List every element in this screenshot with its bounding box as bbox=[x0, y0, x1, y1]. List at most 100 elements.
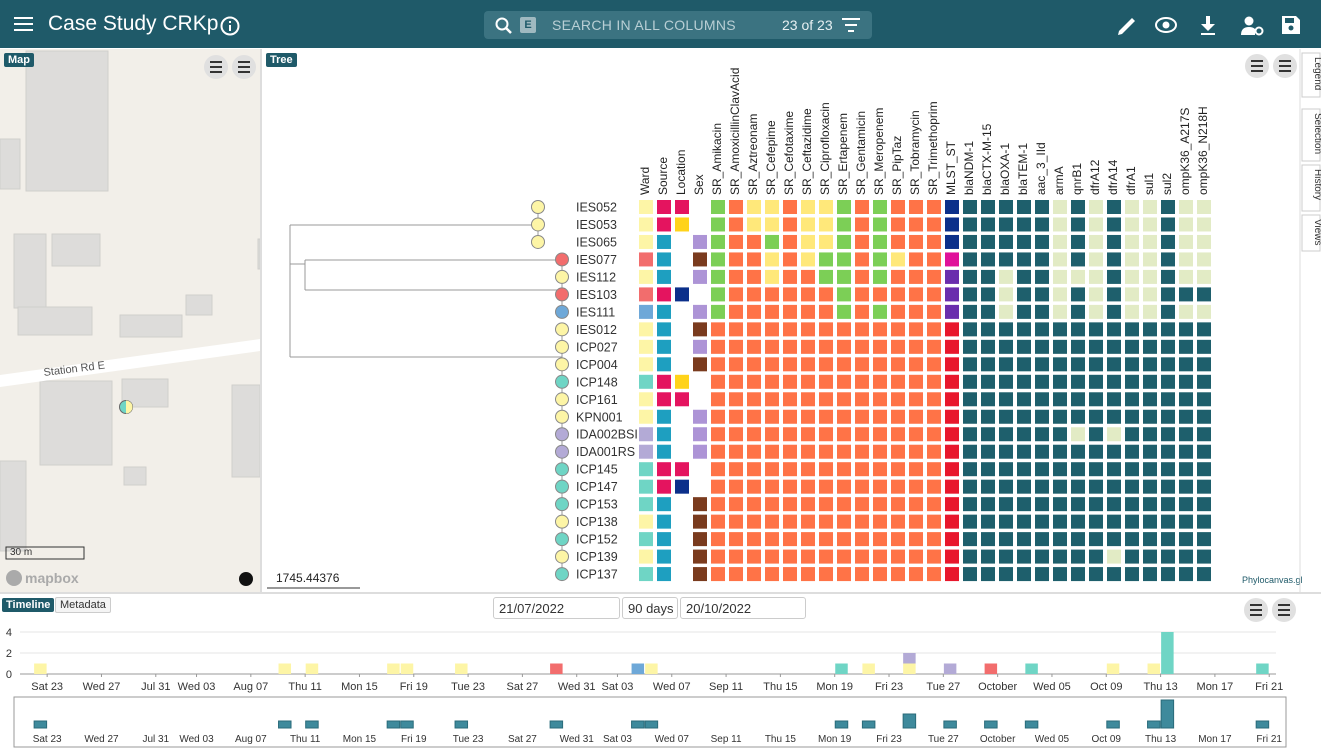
tree-node[interactable] bbox=[531, 234, 545, 249]
tree-node[interactable] bbox=[555, 339, 569, 354]
metadata-cell bbox=[873, 200, 887, 214]
metadata-cell bbox=[657, 357, 671, 372]
tree-node[interactable] bbox=[531, 200, 545, 214]
column-header: sul1 bbox=[1142, 173, 1156, 195]
metadata-cell bbox=[711, 567, 725, 582]
download-button[interactable] bbox=[1201, 16, 1215, 35]
tree-node[interactable] bbox=[555, 514, 569, 529]
metadata-cell bbox=[1089, 269, 1103, 284]
tree-node[interactable] bbox=[555, 427, 569, 442]
metadata-cell bbox=[783, 444, 797, 459]
metadata-cell bbox=[693, 269, 707, 284]
column-header: blaTEM-1 bbox=[1016, 143, 1030, 195]
metadata-cell bbox=[801, 549, 815, 564]
side-tab[interactable] bbox=[1301, 214, 1321, 252]
metadata-cell bbox=[1107, 549, 1121, 564]
duration[interactable]: 90 days bbox=[622, 597, 678, 619]
metadata-cell bbox=[981, 287, 995, 302]
tree-node[interactable] bbox=[555, 549, 569, 564]
metadata-cell bbox=[945, 532, 959, 547]
edit-button[interactable] bbox=[1118, 18, 1135, 35]
tree-node[interactable] bbox=[555, 392, 569, 407]
tree-node[interactable] bbox=[555, 567, 569, 582]
x-tick-label: Thu 15 bbox=[763, 681, 797, 693]
metadata-cell bbox=[1107, 234, 1121, 249]
metadata-cell bbox=[639, 357, 653, 372]
map-info[interactable] bbox=[239, 572, 253, 586]
search-box[interactable]: E SEARCH IN ALL COLUMNS 23 of 23 bbox=[484, 11, 872, 39]
view-button[interactable] bbox=[1155, 17, 1177, 33]
metadata-cell bbox=[1179, 514, 1193, 529]
start-date[interactable]: 21/07/2022 bbox=[493, 597, 620, 619]
metadata-cell bbox=[981, 269, 995, 284]
tree-node[interactable] bbox=[555, 357, 569, 372]
tree-tab[interactable]: Tree bbox=[266, 53, 297, 67]
metadata-cell bbox=[837, 200, 851, 214]
metadata-cell bbox=[873, 339, 887, 354]
metadata-cell bbox=[1161, 462, 1175, 477]
metadata-cell bbox=[927, 287, 941, 302]
map-tab[interactable]: Map bbox=[4, 53, 34, 67]
metadata-cell bbox=[1035, 409, 1049, 424]
menu-button[interactable] bbox=[14, 16, 34, 32]
metadata-cell bbox=[1197, 339, 1211, 354]
metadata-cell bbox=[819, 374, 833, 389]
metadata-cell bbox=[1053, 532, 1067, 547]
tree-node[interactable] bbox=[531, 217, 545, 232]
info-button[interactable] bbox=[220, 16, 240, 36]
side-tab[interactable] bbox=[1301, 52, 1321, 98]
tree-node[interactable] bbox=[555, 269, 569, 284]
tree-node[interactable] bbox=[555, 532, 569, 547]
metadata-cell bbox=[711, 462, 725, 477]
tree-node[interactable] bbox=[555, 287, 569, 302]
tree-node[interactable] bbox=[555, 462, 569, 477]
timeline-tab[interactable]: Timeline bbox=[2, 598, 55, 612]
metadata-cell bbox=[945, 409, 959, 424]
tree-node[interactable] bbox=[555, 304, 569, 319]
metadata-cell bbox=[729, 252, 743, 267]
metadata-cell bbox=[1143, 357, 1157, 372]
save-button[interactable] bbox=[1282, 16, 1300, 34]
metadata-cell bbox=[657, 409, 671, 424]
metadata-cell bbox=[891, 322, 905, 337]
metadata-cell bbox=[1143, 549, 1157, 564]
x-tick-label: Wed 05 bbox=[1033, 681, 1071, 693]
metadata-cell bbox=[963, 374, 977, 389]
tree-panel[interactable]: 1745.44376 Phylocanvas.gl Ward Source Loca… bbox=[262, 49, 1321, 592]
metadata-cell bbox=[1035, 234, 1049, 249]
metadata-cell bbox=[1125, 532, 1139, 547]
metadata-cell bbox=[693, 357, 707, 372]
metadata-cell bbox=[747, 200, 761, 214]
tree-node[interactable] bbox=[555, 444, 569, 459]
tree-node[interactable] bbox=[555, 497, 569, 512]
metadata-cell bbox=[1179, 252, 1193, 267]
tree-node[interactable] bbox=[555, 409, 569, 424]
overview-bar bbox=[1255, 720, 1270, 729]
metadata-cell bbox=[855, 427, 869, 442]
overview-tick-label: Sat 03 bbox=[603, 734, 632, 745]
metadata-cell bbox=[1053, 567, 1067, 582]
tree-node[interactable] bbox=[555, 322, 569, 337]
map-marker[interactable] bbox=[119, 400, 133, 414]
metadata-cell bbox=[1017, 322, 1031, 337]
tree-node[interactable] bbox=[555, 374, 569, 389]
side-tab[interactable] bbox=[1301, 164, 1321, 212]
metadata-cell bbox=[927, 549, 941, 564]
filter-button[interactable] bbox=[842, 18, 860, 32]
end-date[interactable]: 20/10/2022 bbox=[680, 597, 806, 619]
metadata-tab[interactable]: Metadata bbox=[55, 597, 111, 613]
metadata-cell bbox=[711, 234, 725, 249]
metadata-cell bbox=[891, 339, 905, 354]
tree-node[interactable] bbox=[555, 479, 569, 494]
tree-node[interactable] bbox=[555, 252, 569, 267]
column-header: Location bbox=[674, 150, 688, 195]
map-panel[interactable]: Station Rd E 30 m mapbox Map bbox=[0, 49, 260, 592]
metadata-cell bbox=[711, 444, 725, 459]
overview-tick-label: Mon 17 bbox=[1198, 734, 1232, 745]
side-tab[interactable] bbox=[1301, 108, 1321, 162]
metadata-cell bbox=[1179, 409, 1193, 424]
column-header: qnrB1 bbox=[1070, 163, 1084, 195]
x-tick-label: Fri 23 bbox=[875, 681, 903, 693]
account-button[interactable] bbox=[1241, 16, 1264, 36]
divider bbox=[0, 592, 1321, 594]
